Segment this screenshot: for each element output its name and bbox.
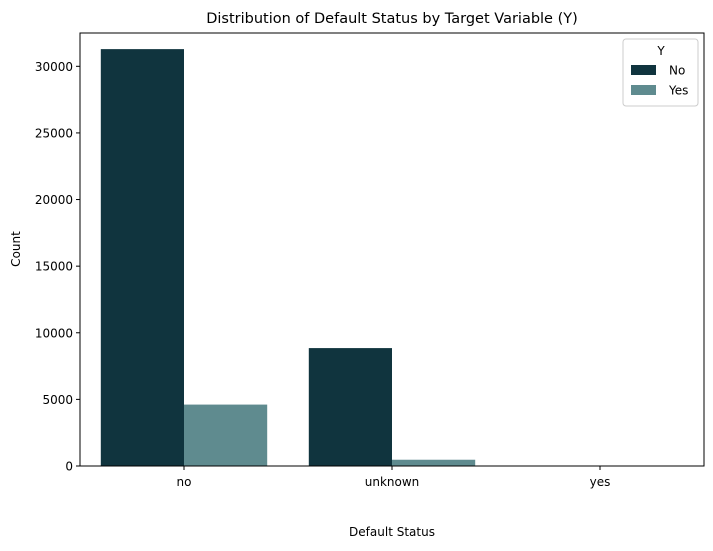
x-axis: no unknown yes <box>177 466 611 489</box>
chart-title: Distribution of Default Status by Target… <box>206 11 578 27</box>
legend-title: Y <box>656 44 665 58</box>
x-tick-label: yes <box>590 475 611 489</box>
legend-swatch-no <box>631 65 656 75</box>
x-tick-label: unknown <box>365 475 420 489</box>
bar-unknown-yes <box>392 460 475 466</box>
legend-label-yes: Yes <box>668 84 688 98</box>
y-tick-label: 5000 <box>42 393 73 407</box>
x-tick-label: no <box>177 475 192 489</box>
y-axis-label: Count <box>9 231 23 267</box>
bars-group <box>101 49 600 466</box>
y-tick-label: 20000 <box>35 193 73 207</box>
x-axis-label: Default Status <box>349 525 435 539</box>
y-tick-label: 0 <box>65 460 73 474</box>
bar-no-yes <box>184 405 267 466</box>
bar-no-no <box>101 49 184 466</box>
legend-label-no: No <box>669 64 685 78</box>
y-tick-label: 10000 <box>35 326 73 340</box>
y-axis: 0 5000 10000 15000 20000 25000 30000 <box>35 60 80 474</box>
y-tick-label: 25000 <box>35 126 73 140</box>
bar-unknown-no <box>309 348 392 466</box>
y-tick-label: 30000 <box>35 60 73 74</box>
legend: Y No Yes <box>623 39 698 106</box>
y-tick-label: 15000 <box>35 260 73 274</box>
legend-swatch-yes <box>631 85 656 95</box>
